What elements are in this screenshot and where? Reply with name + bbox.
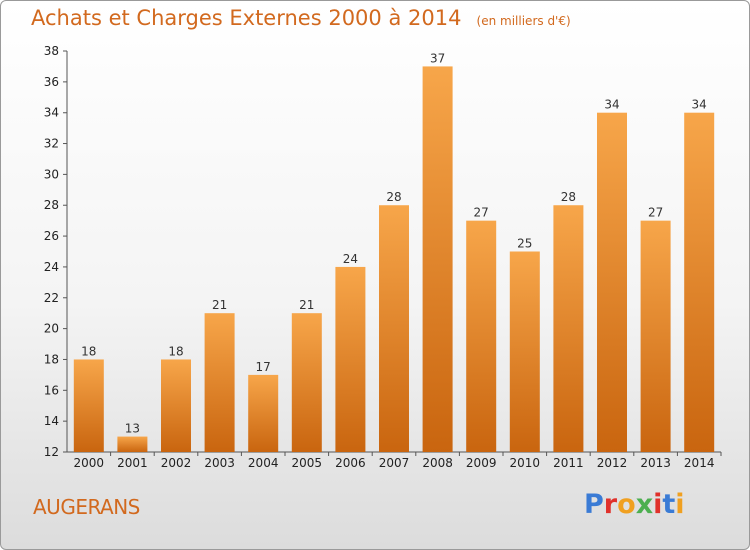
data-label-2008: 37	[430, 51, 445, 65]
logo-letter: i	[653, 489, 663, 520]
data-label-2012: 34	[604, 98, 619, 112]
y-tick-label: 20	[44, 322, 59, 336]
y-tick-label: 12	[44, 445, 59, 459]
logo-letter: P	[584, 489, 604, 520]
x-tick-label-2005: 2005	[292, 456, 323, 470]
data-label-2013: 27	[648, 206, 663, 220]
chart-bars: 18 13 18 21 17 21 24 28 37 27 25 28 34 27 34	[73, 51, 715, 452]
bar-2002	[161, 359, 191, 452]
bar-2003	[204, 313, 235, 452]
data-label-2003: 21	[212, 298, 227, 312]
bar-2008	[422, 66, 453, 452]
y-tick-label: 14	[44, 414, 59, 428]
logo-letter: x	[635, 489, 654, 520]
chart-title: Achats et Charges Externes 2000 à 2014	[31, 6, 462, 30]
data-label-2001: 13	[125, 422, 140, 436]
logo-letter: t	[662, 489, 676, 520]
data-label-2005: 21	[299, 298, 314, 312]
x-tick-label-2001: 2001	[117, 456, 148, 470]
y-tick-label: 32	[44, 137, 59, 151]
logo-letter: o	[617, 489, 636, 520]
y-tick-label: 34	[44, 106, 59, 120]
data-label-2010: 25	[517, 237, 532, 251]
data-label-2002: 18	[168, 344, 183, 358]
bar-2014	[684, 112, 715, 452]
bar-2004	[248, 374, 279, 452]
x-tick-label-2013: 2013	[640, 456, 671, 470]
data-label-2009: 27	[474, 206, 489, 220]
logo-letter: r	[603, 489, 618, 520]
y-tick-label: 26	[44, 229, 59, 243]
bar-2011	[553, 205, 584, 452]
x-tick-label-2010: 2010	[510, 456, 541, 470]
x-tick-label-2000: 2000	[74, 456, 105, 470]
bar-2001	[117, 436, 148, 452]
data-label-2004: 17	[256, 360, 271, 374]
bar-2013	[640, 220, 671, 452]
chart-axes: 12 14 16 18 20 22 24 26 28 30 32 34 36 38 2000 2001 2002…	[44, 44, 722, 470]
y-tick-label: 28	[44, 198, 59, 212]
commune-name: AUGERANS	[33, 495, 140, 519]
x-tick-label-2002: 2002	[161, 456, 192, 470]
x-tick-label-2011: 2011	[553, 456, 584, 470]
data-label-2000: 18	[81, 344, 96, 358]
data-label-2014: 34	[692, 98, 707, 112]
y-tick-label: 24	[44, 260, 59, 274]
x-tick-label-2003: 2003	[204, 456, 235, 470]
bar-2012	[597, 112, 627, 452]
data-label-2006: 24	[343, 252, 358, 266]
bar-2010	[509, 251, 540, 452]
data-label-2007: 28	[386, 190, 401, 204]
x-tick-label-2008: 2008	[422, 456, 453, 470]
bar-2009	[466, 220, 497, 452]
x-tick-label-2009: 2009	[466, 456, 497, 470]
x-tick-label-2004: 2004	[248, 456, 279, 470]
bar-2005	[291, 313, 322, 452]
y-tick-label: 38	[44, 44, 59, 58]
y-tick-label: 16	[44, 383, 59, 397]
y-tick-label: 30	[44, 167, 59, 181]
x-tick-label-2014: 2014	[684, 456, 715, 470]
chart-subtitle: (en milliers d'€)	[476, 14, 571, 28]
proxiti-logo[interactable]: Proxiti	[584, 489, 685, 520]
bar-2007	[379, 205, 409, 452]
y-tick-label: 18	[44, 352, 59, 366]
bar-2000	[73, 359, 104, 452]
x-tick-label-2007: 2007	[379, 456, 410, 470]
data-label-2011: 28	[561, 190, 576, 204]
y-tick-label: 22	[44, 291, 59, 305]
title-row: Achats et Charges Externes 2000 à 2014 (…	[31, 6, 571, 30]
logo-letter: i	[675, 489, 685, 520]
x-tick-label-2012: 2012	[597, 456, 628, 470]
y-tick-label: 36	[44, 75, 59, 89]
bar-2006	[335, 266, 366, 452]
x-tick-label-2006: 2006	[335, 456, 366, 470]
